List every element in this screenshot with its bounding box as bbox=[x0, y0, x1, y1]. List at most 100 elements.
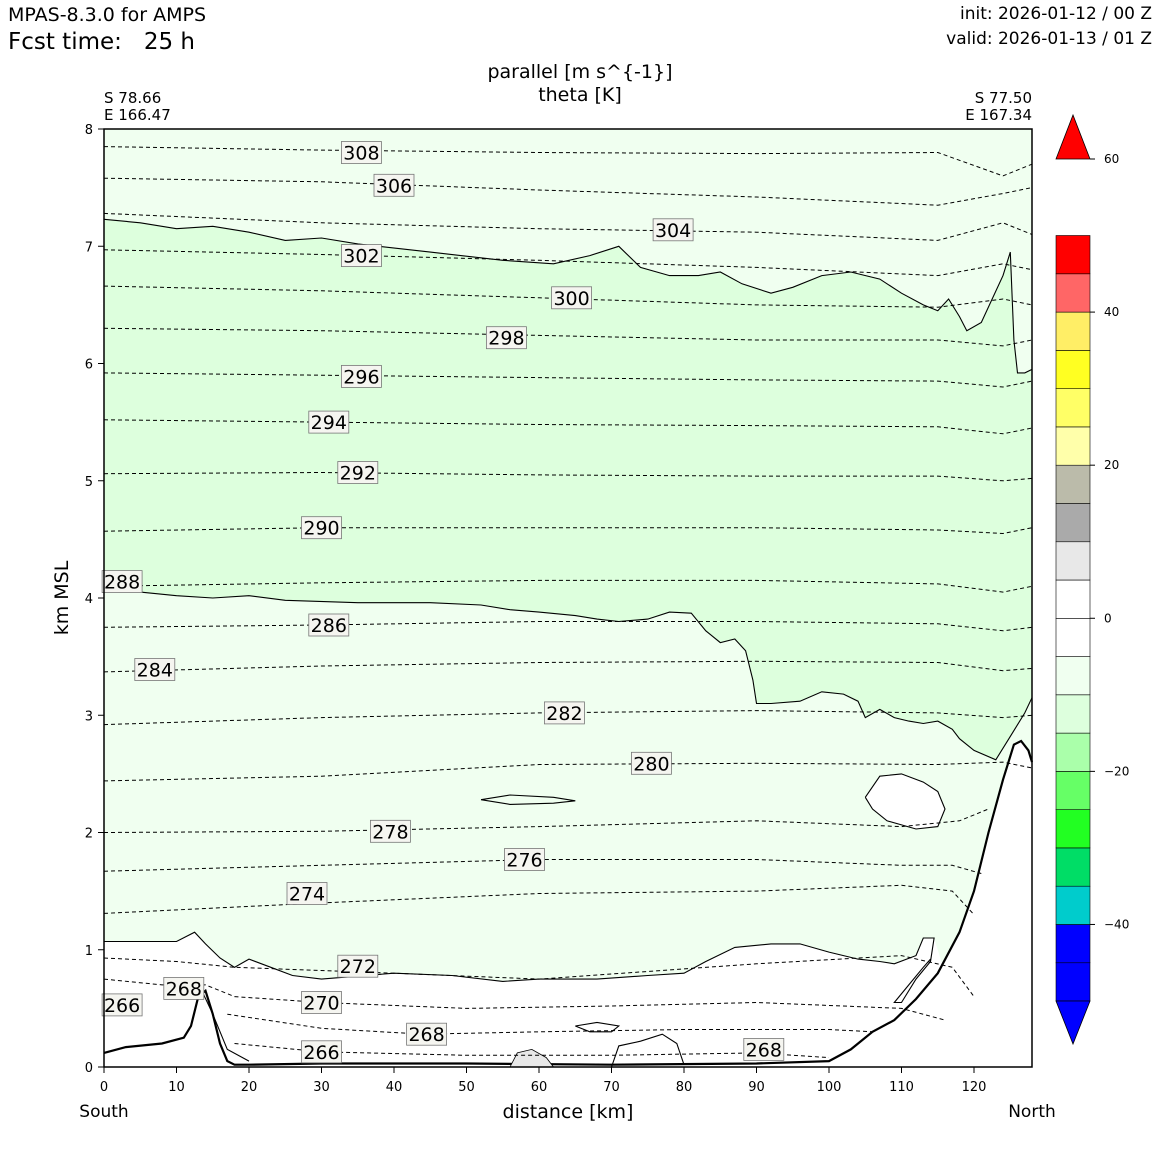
theta-label-text: 286 bbox=[311, 615, 347, 637]
colorbar-segment bbox=[1055, 732, 1091, 772]
colorbar-segment bbox=[1055, 311, 1091, 351]
right-direction-label: North bbox=[1008, 1102, 1056, 1122]
theta-contour-line bbox=[103, 146, 1033, 177]
wind-fill-pocket bbox=[865, 773, 945, 829]
x-tick-label: 120 bbox=[962, 1080, 987, 1095]
theta-label-box bbox=[743, 1038, 785, 1061]
forecast-time-value: 25 h bbox=[143, 29, 195, 55]
colorbar-segment bbox=[1055, 464, 1091, 504]
theta-label-box bbox=[631, 751, 672, 775]
colorbar-segment bbox=[1055, 924, 1091, 964]
x-tick-label: 10 bbox=[168, 1080, 185, 1095]
theta-label-text: 298 bbox=[488, 328, 524, 350]
x-tick-label: 0 bbox=[100, 1080, 108, 1095]
theta-label-box bbox=[485, 326, 527, 350]
theta-label-box bbox=[551, 286, 592, 310]
wind-contour-line bbox=[103, 218, 1033, 374]
colorbar-tick-label: −20 bbox=[1104, 764, 1129, 778]
theta-label-box bbox=[101, 993, 143, 1017]
wind-fill-low-region bbox=[104, 932, 960, 1067]
theta-label: 300 bbox=[551, 286, 592, 310]
y-tick-label: 0 bbox=[85, 1061, 93, 1076]
theta-label-text: 266 bbox=[104, 995, 140, 1017]
colorbar-segment bbox=[1055, 503, 1091, 543]
wind-contour-line bbox=[480, 794, 576, 805]
theta-label: 308 bbox=[340, 141, 382, 165]
colorbar-tick-label: 0 bbox=[1104, 611, 1112, 625]
x-tick-label: 30 bbox=[313, 1080, 330, 1095]
y-tick-label: 6 bbox=[85, 358, 93, 373]
theta-label-box bbox=[652, 218, 694, 242]
theta-label: 268 bbox=[163, 977, 205, 1000]
theta-label: 268 bbox=[406, 1022, 448, 1046]
valid-time-label: valid: 2026-01-13 / 01 Z bbox=[946, 29, 1152, 49]
theta-label: 284 bbox=[134, 658, 176, 682]
theta-contour-line bbox=[103, 660, 1033, 673]
forecast-time-label: Fcst time: 25 h bbox=[8, 29, 195, 55]
theta-label-text: 282 bbox=[546, 703, 582, 725]
x-tick-label: 70 bbox=[603, 1080, 620, 1095]
x-tick-label: 40 bbox=[386, 1080, 403, 1095]
theta-contour-line bbox=[103, 285, 1033, 308]
theta-label-text: 270 bbox=[303, 993, 339, 1015]
theta-label: 294 bbox=[308, 410, 350, 434]
y-axis: 0 1 2 3 4 5 6 7 8 bbox=[85, 123, 104, 1076]
theta-label-text: 290 bbox=[303, 518, 339, 540]
theta-label-box bbox=[308, 410, 350, 434]
theta-label: 270 bbox=[301, 991, 342, 1015]
theta-label-box bbox=[406, 1022, 448, 1046]
theta-contour-line bbox=[227, 1013, 873, 1035]
theta-label-box bbox=[337, 954, 379, 978]
model-title: MPAS-8.3.0 for AMPS bbox=[8, 4, 207, 26]
x-tick-label: 100 bbox=[817, 1080, 842, 1095]
theta-label-text: 268 bbox=[408, 1024, 444, 1046]
theta-label: 272 bbox=[337, 954, 379, 978]
theta-label-box bbox=[301, 991, 342, 1014]
theta-label-text: 278 bbox=[372, 821, 408, 843]
left-endpoint-lat: S 78.66 bbox=[104, 89, 161, 107]
theta-label: 276 bbox=[504, 848, 545, 872]
y-tick-label: 5 bbox=[85, 475, 93, 490]
theta-label-box bbox=[163, 977, 205, 1000]
init-time-label: init: 2026-01-12 / 00 Z bbox=[959, 4, 1152, 24]
y-axis-label: km MSL bbox=[51, 560, 73, 635]
theta-label-text: 272 bbox=[340, 956, 376, 978]
theta-label-text: 292 bbox=[340, 463, 376, 485]
right-endpoint-lat: S 77.50 bbox=[975, 89, 1032, 107]
theta-label: 302 bbox=[340, 244, 382, 268]
colorbar-segment bbox=[1055, 235, 1091, 275]
colorbar-segment bbox=[1055, 771, 1091, 811]
wind-fill-band bbox=[104, 219, 1032, 760]
wind-contour-line bbox=[104, 931, 935, 1004]
theta-label-box bbox=[340, 244, 382, 268]
theta-contour-labels: 308 306 304 302 300 298 296 294 292 290 288 286 284 2… bbox=[101, 141, 785, 1064]
y-tick-label: 4 bbox=[85, 592, 93, 607]
theta-label: 266 bbox=[301, 1040, 342, 1064]
colorbar-segment bbox=[1055, 962, 1091, 1002]
x-tick-label: 80 bbox=[676, 1080, 693, 1095]
x-tick-label: 50 bbox=[458, 1080, 475, 1095]
left-endpoint-lon: E 166.47 bbox=[104, 106, 171, 124]
theta-label-box bbox=[101, 570, 143, 593]
theta-label-text: 300 bbox=[553, 288, 589, 310]
wind-contour-line bbox=[575, 1021, 621, 1033]
chart-title: parallel [m s^{-1}] bbox=[487, 61, 672, 83]
y-tick-label: 7 bbox=[85, 240, 93, 255]
colorbar-segment bbox=[1055, 847, 1091, 887]
theta-label-text: 306 bbox=[376, 175, 412, 197]
theta-label-box bbox=[544, 701, 585, 725]
theta-label-text: 302 bbox=[343, 246, 379, 268]
colorbar-segment bbox=[1055, 617, 1091, 657]
colorbar-segment bbox=[1055, 350, 1091, 389]
colorbar-tick-label: 40 bbox=[1104, 305, 1119, 319]
theta-label: 304 bbox=[652, 218, 694, 242]
wind-contours bbox=[103, 218, 1033, 1068]
theta-label: 298 bbox=[485, 326, 527, 350]
theta-label: 290 bbox=[301, 516, 342, 540]
theta-label-text: 268 bbox=[746, 1039, 782, 1061]
theta-contour-line bbox=[103, 579, 1033, 593]
theta-contour-line bbox=[103, 249, 1033, 277]
y-tick-label: 3 bbox=[85, 709, 93, 724]
colorbar-tick-label: 20 bbox=[1104, 458, 1119, 472]
